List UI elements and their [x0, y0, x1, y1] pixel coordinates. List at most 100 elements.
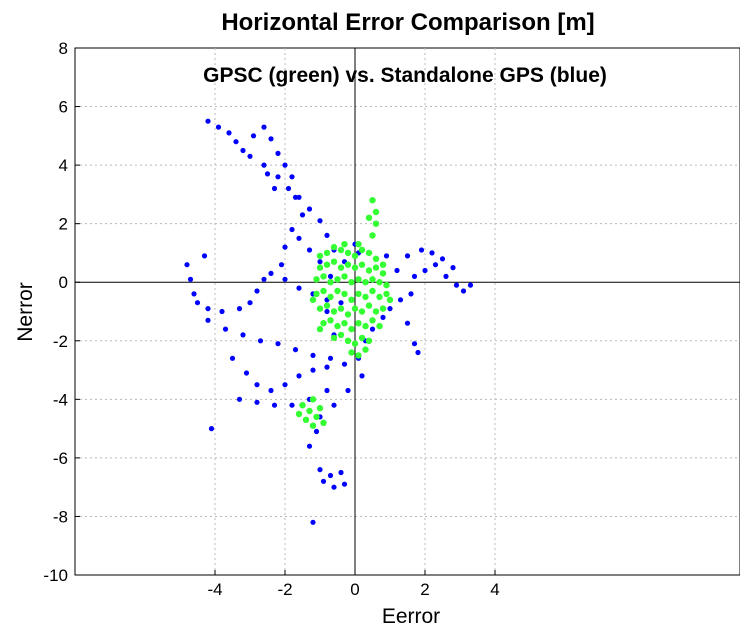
data-point [313, 276, 320, 283]
data-point [296, 285, 302, 291]
data-point [205, 306, 211, 312]
data-point [379, 270, 387, 277]
y-tick-label: -2 [53, 332, 68, 351]
data-point [261, 124, 267, 130]
y-tick-label: 0 [59, 273, 68, 292]
data-point [309, 296, 317, 303]
data-point [292, 347, 299, 353]
data-point [208, 426, 215, 432]
data-point [348, 325, 355, 333]
data-point [358, 334, 366, 342]
data-point [327, 293, 334, 301]
data-point [330, 308, 338, 315]
chart-annotation: GPSC (green) vs. Standalone GPS (blue) [203, 64, 607, 87]
data-point [404, 253, 411, 259]
data-point [205, 317, 211, 323]
data-point [324, 387, 330, 394]
data-point [467, 282, 474, 288]
y-tick-label: 4 [59, 156, 68, 175]
data-point [344, 311, 352, 318]
data-point [450, 265, 456, 271]
data-point [331, 484, 337, 490]
data-point [443, 273, 449, 279]
data-point [383, 290, 390, 298]
data-point [337, 264, 345, 271]
data-point [345, 387, 351, 394]
data-point [355, 290, 362, 298]
data-point [351, 264, 359, 271]
data-point [380, 314, 386, 320]
data-point [341, 481, 348, 487]
data-point [317, 467, 323, 473]
data-point [344, 337, 352, 344]
data-point [369, 326, 376, 332]
y-tick-label: 8 [59, 39, 68, 58]
y-axis-label: Nerror [14, 282, 37, 342]
plot-area [74, 47, 740, 576]
data-point [310, 367, 316, 373]
data-point [327, 273, 334, 279]
data-point [376, 322, 383, 330]
data-point [362, 346, 369, 353]
data-point [355, 241, 362, 248]
data-point [275, 341, 281, 347]
data-point [334, 276, 341, 283]
data-point [289, 402, 295, 408]
data-point [271, 402, 278, 408]
data-point [243, 370, 250, 376]
data-point [324, 232, 330, 238]
data-point [348, 296, 355, 303]
data-point [365, 267, 373, 274]
data-point [379, 305, 387, 312]
data-point [316, 252, 324, 260]
data-point [317, 259, 323, 265]
data-point [337, 305, 345, 312]
data-point [372, 255, 380, 262]
data-point [302, 416, 310, 423]
data-point [337, 246, 345, 254]
data-point [201, 253, 208, 259]
data-point [289, 174, 295, 180]
x-tick-label: -2 [277, 580, 292, 599]
data-point [268, 270, 274, 276]
data-point [387, 306, 393, 312]
data-point [334, 322, 341, 330]
data-point [282, 162, 288, 168]
y-tick-label: 2 [59, 215, 68, 234]
data-point [348, 279, 355, 286]
data-point [236, 396, 243, 402]
data-point [334, 287, 341, 295]
data-point [369, 197, 376, 204]
data-point [327, 317, 334, 324]
x-tick-label: 0 [350, 580, 359, 599]
data-point [330, 243, 338, 251]
data-point [317, 218, 323, 224]
data-point [397, 297, 404, 303]
data-point [282, 382, 288, 388]
y-tick-label: -10 [43, 566, 68, 585]
data-point [418, 247, 425, 253]
x-tick-label: -4 [207, 580, 222, 599]
data-point [324, 364, 330, 370]
data-point [341, 273, 348, 280]
data-point [282, 276, 288, 282]
data-point [268, 136, 274, 142]
data-point [320, 273, 327, 280]
data-point [285, 185, 292, 192]
tick-labels: -4 -2 0 2 4 8 6 4 2 0 -2 -4 -6 -8 -10 [43, 39, 499, 599]
data-point [191, 291, 197, 297]
data-point [341, 361, 348, 367]
data-point [331, 402, 337, 408]
data-point [358, 261, 366, 268]
chart-title: Horizontal Error Comparison [m] [221, 9, 594, 36]
data-point [257, 338, 264, 344]
data-point [247, 153, 253, 159]
data-point [341, 320, 348, 327]
data-point [316, 404, 324, 412]
data-point [439, 256, 446, 262]
data-point [365, 302, 373, 309]
data-point [310, 519, 316, 525]
data-point [355, 320, 362, 327]
data-point [376, 293, 383, 301]
